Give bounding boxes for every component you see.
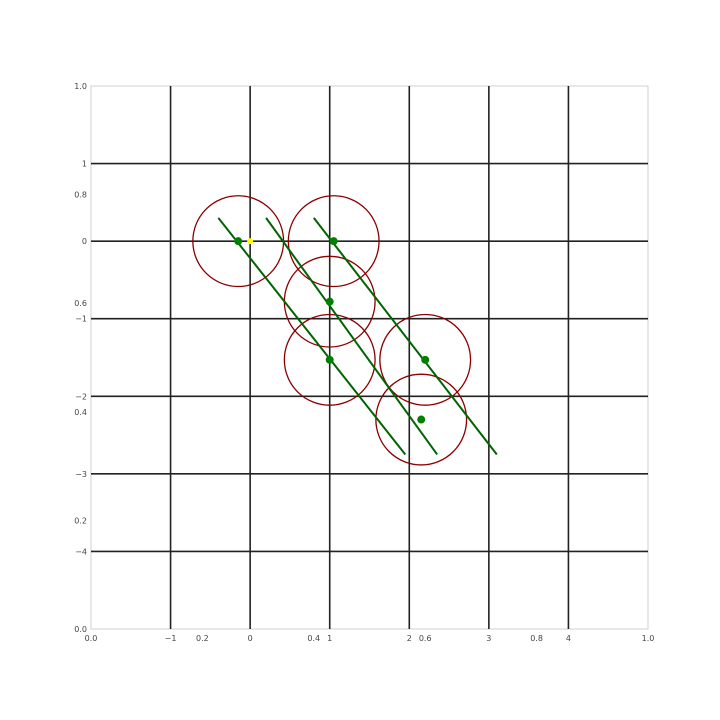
inner-y-tick-label: 0: [82, 237, 87, 246]
circle: [287, 195, 380, 288]
origin-point: [247, 238, 254, 245]
circle: [283, 313, 376, 406]
inner-x-tick-label: 3: [486, 634, 491, 643]
outer-y-tick-label: 0.8: [74, 191, 87, 200]
outer-x-tick-label: 0.4: [307, 634, 320, 643]
circle: [375, 373, 468, 466]
inner-x-tick-label: 0: [248, 634, 253, 643]
data-point: [417, 415, 426, 424]
outer-x-tick-label: 0.2: [196, 634, 209, 643]
circles: [192, 195, 472, 466]
inner-x-tick-label: 4: [566, 634, 571, 643]
data-point: [329, 237, 338, 246]
outer-y-tick-label: 0.2: [74, 516, 87, 525]
outer-y-tick-label: 0.0: [74, 625, 87, 634]
outer-y-tick-label: 0.4: [74, 408, 87, 417]
data-point: [325, 355, 334, 364]
data-point: [325, 297, 334, 306]
outer-x-tick-label: 0.0: [85, 634, 98, 643]
outer-x-tick-label: 1.0: [642, 634, 655, 643]
outer-x-tick-label: 0.6: [419, 634, 432, 643]
plot-frame: [90, 85, 649, 630]
inner-y-tick-label: 1: [82, 160, 87, 169]
inner-x-tick-label: 2: [407, 634, 412, 643]
inner-x-tick-label: 1: [327, 634, 332, 643]
outer-x-tick-label: 0.8: [530, 634, 543, 643]
line-segment: [217, 217, 407, 456]
outer-y-tick-label: 1.0: [74, 82, 87, 91]
inner-y-tick-label: −2: [75, 392, 87, 401]
circle: [379, 313, 472, 406]
outer-y-tick-label: 0.6: [74, 299, 87, 308]
points: [234, 237, 430, 424]
inner-y-tick-label: −1: [75, 315, 87, 324]
inner-y-tick-label: −4: [75, 547, 87, 556]
lines: [217, 217, 498, 456]
data-point: [421, 355, 430, 364]
line-segment: [265, 217, 438, 456]
inner-y-tick-label: −3: [75, 470, 87, 479]
line-segment: [313, 217, 498, 456]
grid-lines: [91, 86, 648, 629]
tick-labels: 0.0 0.2 0.4 0.6 0.8 1.0 0.0 0.2 0.4 0.6 0.8 1.0 −1 0 1…: [74, 82, 654, 643]
inner-x-tick-label: −1: [165, 634, 177, 643]
data-point: [234, 237, 243, 246]
